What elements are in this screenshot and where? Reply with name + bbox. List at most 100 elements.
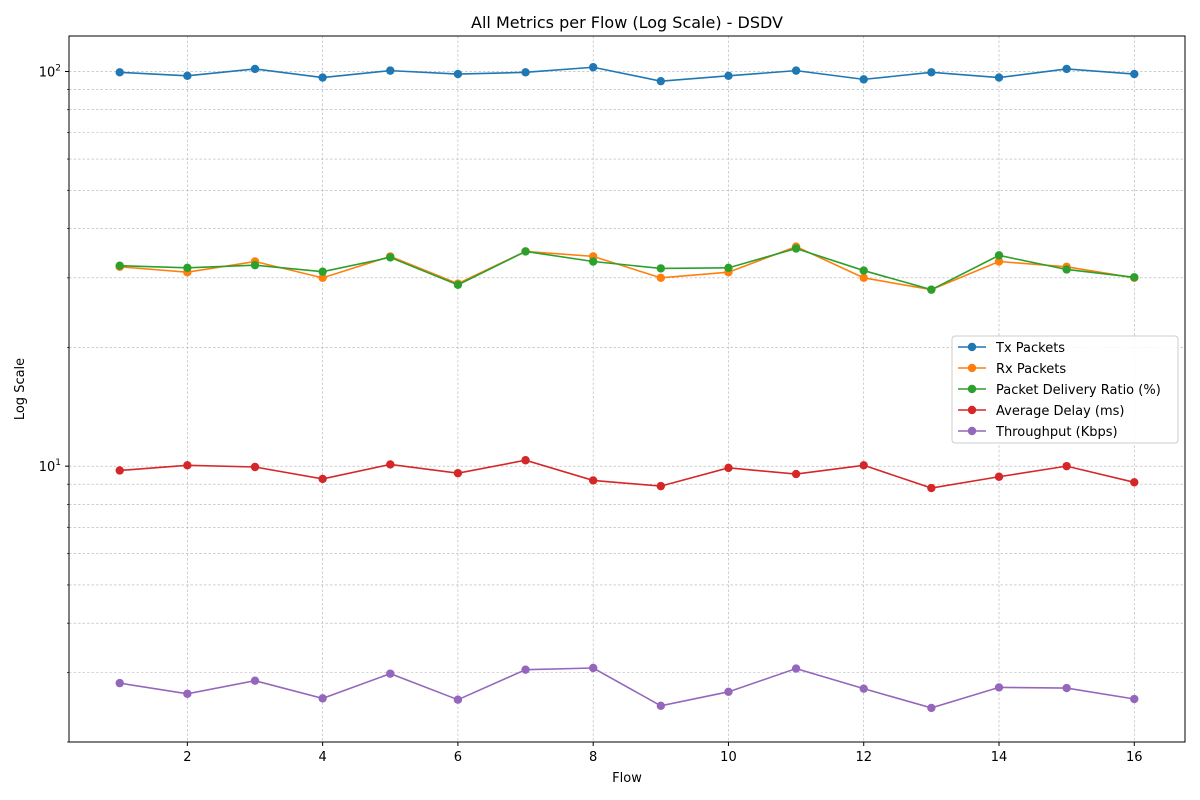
data-point	[994, 683, 1004, 692]
data-point	[183, 263, 192, 273]
legend-box	[951, 335, 1179, 444]
x-axis-label: Flow	[612, 771, 642, 786]
data-point	[115, 678, 124, 688]
data-point	[927, 285, 936, 294]
data-point	[453, 69, 463, 79]
legend-label: Packet Delivery Ratio (%)	[996, 383, 1161, 398]
data-point	[115, 466, 124, 475]
data-point	[318, 694, 327, 703]
legend-marker	[967, 426, 977, 436]
data-point	[791, 664, 801, 673]
data-point	[521, 665, 530, 674]
y-tick-label: 102	[39, 63, 61, 80]
data-point	[115, 261, 124, 270]
data-point	[656, 273, 666, 283]
data-point	[859, 266, 868, 275]
series-line	[119, 667, 1135, 709]
data-point	[318, 273, 327, 283]
series-line	[119, 66, 1135, 82]
data-point	[588, 63, 598, 72]
data-point	[859, 684, 868, 693]
data-point	[386, 66, 395, 75]
data-point	[791, 66, 801, 75]
data-point	[1062, 64, 1071, 74]
legend-marker	[967, 384, 977, 394]
data-point	[250, 676, 260, 685]
data-point	[724, 687, 733, 697]
data-point	[859, 75, 868, 84]
data-point	[724, 71, 733, 81]
y-tick-base: 10	[39, 65, 56, 80]
data-point	[927, 703, 936, 713]
data-point	[994, 251, 1004, 260]
x-tick-label: 6	[454, 750, 462, 765]
data-point	[588, 257, 598, 266]
data-point	[386, 669, 395, 678]
series-line	[119, 459, 1135, 489]
data-point	[1062, 461, 1071, 471]
data-point	[1130, 694, 1139, 704]
series-5	[115, 663, 1139, 713]
data-point	[521, 247, 530, 256]
data-point	[318, 474, 327, 484]
data-point	[250, 64, 260, 74]
data-point	[183, 689, 192, 698]
data-point	[453, 280, 463, 290]
data-point	[521, 456, 530, 465]
legend-entry: Packet Delivery Ratio (%)	[958, 383, 1161, 398]
data-point	[656, 76, 666, 86]
legend: Tx Packets Rx Packets Packet Delivery Rati…	[951, 335, 1179, 444]
data-point	[1130, 478, 1139, 487]
data-point	[994, 472, 1004, 481]
data-point	[791, 469, 801, 479]
data-point	[656, 264, 666, 273]
legend-entry: Throughput (Kbps)	[958, 425, 1118, 440]
data-point	[656, 701, 666, 711]
data-point	[859, 461, 868, 470]
legend-marker	[967, 405, 977, 415]
data-point	[588, 663, 598, 673]
legend-label: Tx Packets	[995, 341, 1065, 356]
chart-title: All Metrics per Flow (Log Scale) - DSDV	[471, 13, 783, 32]
series-line	[119, 247, 1135, 291]
series-4	[115, 456, 1139, 493]
data-point	[927, 483, 936, 493]
legend-marker	[967, 342, 977, 352]
legend-entry: Tx Packets	[958, 341, 1065, 356]
data-point	[1062, 683, 1071, 693]
legend-label: Throughput (Kbps)	[995, 425, 1118, 440]
legend-entry: Average Delay (ms)	[958, 404, 1125, 419]
data-point	[250, 260, 260, 270]
y-tick-base: 10	[39, 460, 56, 475]
x-tick-label: 10	[720, 750, 737, 765]
y-axis-label: Log Scale	[13, 358, 28, 420]
data-point	[453, 468, 463, 478]
y-tick-label: 101	[39, 458, 61, 475]
data-point	[521, 68, 530, 77]
series-group	[115, 63, 1139, 713]
data-point	[115, 68, 124, 77]
x-tick-label: 14	[991, 750, 1008, 765]
data-point	[386, 253, 395, 262]
data-point	[994, 73, 1004, 82]
x-tick-label: 2	[183, 750, 191, 765]
data-point	[927, 68, 936, 77]
data-point	[859, 273, 868, 283]
x-tick-label: 8	[589, 750, 597, 765]
data-point	[318, 267, 327, 276]
x-tick-label: 16	[1126, 750, 1143, 765]
series-1	[115, 63, 1139, 86]
data-point	[1062, 265, 1071, 274]
data-point	[588, 476, 598, 485]
x-tick-label: 4	[318, 750, 326, 765]
data-point	[791, 244, 801, 253]
data-point	[386, 460, 395, 469]
data-point	[724, 463, 733, 473]
y-tick-exponent: 1	[55, 458, 61, 468]
data-point	[318, 73, 327, 82]
data-point	[1130, 273, 1139, 282]
plot-frame	[68, 35, 1186, 743]
data-point	[656, 481, 666, 491]
